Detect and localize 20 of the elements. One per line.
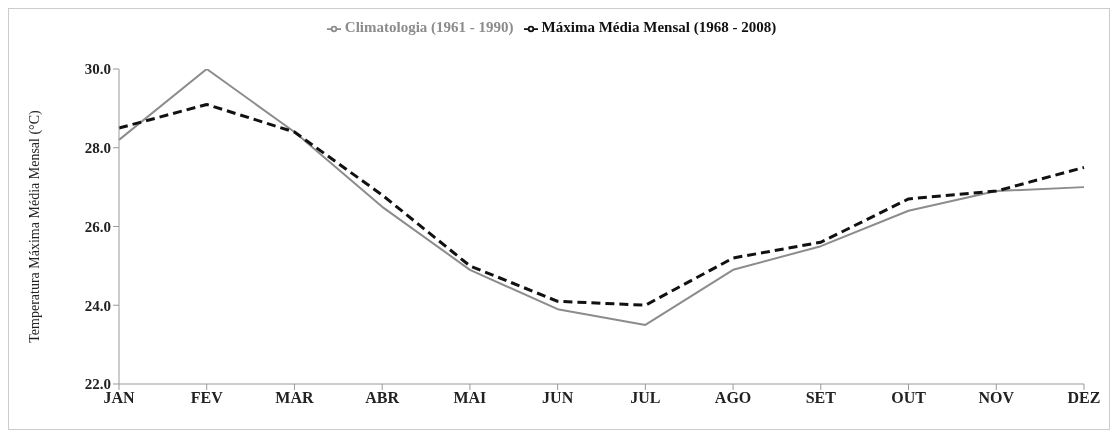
y-tick-label: 30.0 [84, 61, 111, 78]
x-tick-label: FEV [190, 389, 224, 407]
x-tick-label: OUT [891, 389, 927, 407]
legend-label: Máxima Média Mensal (1968 - 2008) [541, 19, 777, 35]
line-series [117, 102, 1086, 307]
x-tick-label: JUL [630, 389, 661, 407]
y-tick-label: 24.0 [84, 297, 111, 314]
x-tick-label: SET [805, 389, 837, 407]
x-tick-label: MAR [275, 389, 314, 407]
x-tick-label: JUN [542, 389, 574, 407]
legend-label: Climatologia (1961 - 1990) [344, 19, 514, 35]
x-tick-label: NOV [978, 389, 1015, 407]
y-tick-label: 28.0 [84, 140, 111, 157]
y-tick-label: 26.0 [84, 218, 111, 235]
x-tick-label: MAI [453, 389, 487, 407]
line-series [118, 69, 1085, 326]
y-axis-title: Temperatura Máxima Média Mensal (°C) [26, 109, 43, 343]
x-tick-label: AGO [714, 389, 752, 407]
x-tick-label: ABR [365, 389, 400, 407]
x-tick-label: DEZ [1067, 389, 1101, 407]
